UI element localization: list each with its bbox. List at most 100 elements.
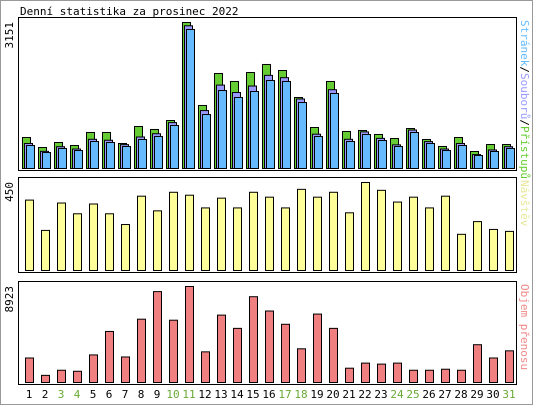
x-tick-label: 28 — [454, 388, 467, 401]
y-tick-label: 450 — [3, 182, 16, 202]
x-tick-label: 6 — [106, 388, 113, 401]
x-tick-label: 29 — [470, 388, 483, 401]
x-tick-label: 22 — [358, 388, 371, 401]
bar — [361, 182, 370, 271]
bar — [506, 147, 515, 169]
bar — [378, 140, 387, 169]
y-tick-label: 8923 — [3, 286, 16, 313]
bar — [233, 327, 242, 384]
bar — [298, 102, 307, 169]
bar — [505, 350, 514, 383]
bar — [153, 291, 162, 383]
bar — [394, 145, 403, 170]
bar — [138, 138, 147, 169]
bar — [362, 133, 371, 169]
bar — [218, 90, 227, 169]
bar — [410, 131, 419, 169]
bar — [201, 207, 210, 272]
x-tick-label: 3 — [58, 388, 65, 401]
bar — [25, 199, 34, 272]
panel — [18, 17, 517, 171]
bar — [185, 286, 194, 383]
bar — [170, 125, 179, 169]
bar — [377, 363, 386, 384]
x-tick-label: 26 — [422, 388, 435, 401]
bar — [313, 313, 322, 383]
bar — [473, 344, 482, 383]
y-tick-label: 3151 — [3, 22, 16, 49]
bar — [489, 228, 498, 271]
x-tick-label: 4 — [74, 388, 81, 401]
bar — [73, 213, 82, 272]
legend-separator: / — [518, 119, 531, 126]
legend: Stránek/Souborů/Přístupů — [518, 20, 531, 179]
x-tick-label: 17 — [278, 388, 291, 401]
bar — [250, 90, 259, 169]
bar — [233, 207, 242, 272]
bar — [234, 97, 243, 169]
bar — [25, 357, 34, 383]
bar — [441, 195, 450, 271]
bar — [330, 92, 339, 169]
legend: Objem přenosu — [518, 284, 531, 370]
bar — [458, 145, 467, 170]
bar — [474, 154, 483, 170]
x-tick-label: 27 — [438, 388, 451, 401]
panel — [18, 177, 517, 273]
bar — [137, 318, 146, 383]
bar — [505, 230, 514, 271]
bar — [266, 80, 275, 169]
bar — [249, 296, 258, 383]
bar — [169, 319, 178, 384]
x-tick-label: 30 — [486, 388, 499, 401]
bar — [105, 213, 114, 272]
bar — [426, 142, 435, 169]
bar — [90, 140, 99, 169]
bar — [345, 367, 354, 383]
bar — [441, 368, 450, 384]
x-tick-label: 5 — [90, 388, 97, 401]
bar — [57, 202, 66, 272]
bar — [185, 194, 194, 271]
bar — [457, 233, 466, 271]
bar — [202, 114, 211, 169]
x-tick-label: 8 — [138, 388, 145, 401]
bar — [154, 135, 163, 169]
bar — [137, 195, 146, 271]
bar — [217, 197, 226, 271]
legend-entry: Souborů — [518, 73, 531, 119]
bar — [73, 370, 82, 384]
bar — [42, 152, 51, 170]
x-tick-label: 12 — [198, 388, 211, 401]
bar — [105, 330, 114, 383]
bar — [297, 348, 306, 383]
bar — [281, 207, 290, 272]
x-tick-label: 13 — [214, 388, 227, 401]
bar — [313, 196, 322, 272]
bar — [169, 191, 178, 271]
bar — [89, 203, 98, 271]
legend-entry: Objem přenosu — [518, 284, 531, 370]
bar — [121, 224, 130, 272]
bar — [249, 191, 258, 271]
legend-entry: Přístupů — [518, 126, 531, 179]
x-tick-label: 1 — [26, 388, 33, 401]
bar — [106, 142, 115, 169]
bar — [153, 210, 162, 272]
bar — [377, 189, 386, 271]
x-tick-label: 24 — [390, 388, 404, 401]
x-tick-label: 10 — [166, 388, 179, 401]
bar — [489, 357, 498, 383]
x-tick-label: 11 — [182, 388, 195, 401]
x-tick-label: 19 — [310, 388, 323, 401]
bar — [281, 323, 290, 384]
x-tick-label: 25 — [406, 388, 419, 401]
bar — [329, 191, 338, 271]
bar — [282, 80, 291, 169]
x-tick-label: 20 — [326, 388, 339, 401]
bar — [329, 327, 338, 384]
bar — [490, 150, 499, 169]
x-tick-label: 18 — [294, 388, 307, 401]
x-tick-label: 14 — [230, 388, 244, 401]
